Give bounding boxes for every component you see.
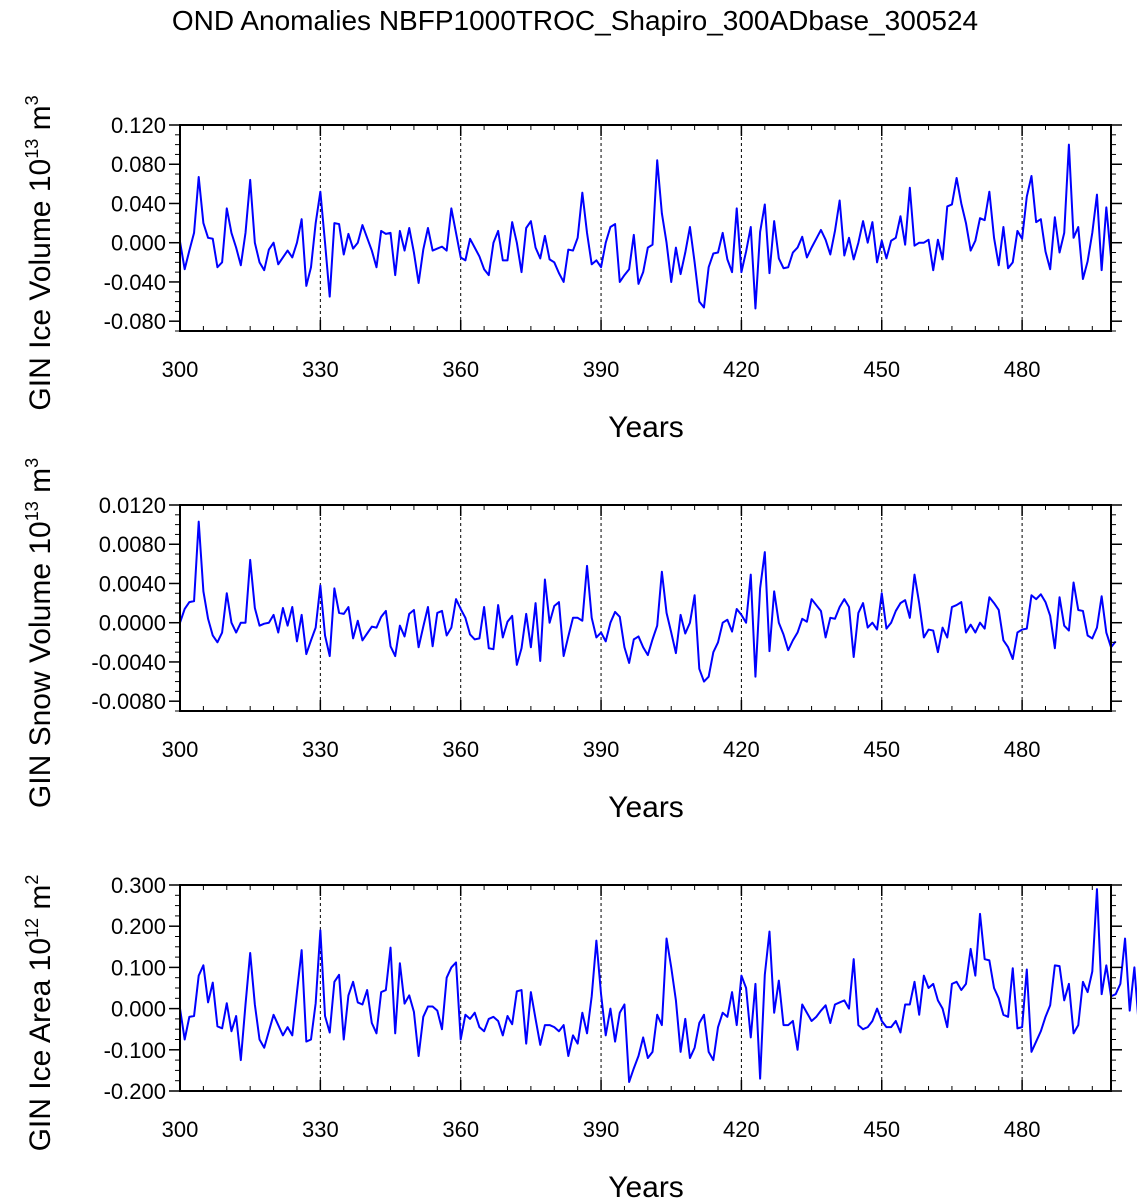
y-axis-label: GIN Snow Volume 1013 m3 bbox=[22, 458, 57, 808]
x-tick-label: 330 bbox=[302, 357, 339, 382]
x-tick-label: 450 bbox=[863, 357, 900, 382]
y-axis-unit-m: m bbox=[24, 468, 57, 501]
y-axis-unit-exp: 13 bbox=[22, 501, 42, 521]
y-tick-label: -0.040 bbox=[104, 270, 166, 295]
plot-frame bbox=[179, 124, 1112, 332]
y-tick-label: 0.0000 bbox=[99, 611, 166, 636]
y-tick-label: 0.000 bbox=[111, 997, 166, 1022]
y-axis-unit-pow: 2 bbox=[22, 875, 42, 885]
y-tick-label: 0.080 bbox=[111, 152, 166, 177]
y-axis-label-text: GIN Snow Volume bbox=[24, 555, 57, 808]
plot-frame bbox=[179, 884, 1112, 1092]
x-axis-label: Years bbox=[608, 411, 684, 444]
y-axis-unit-pow: 3 bbox=[22, 458, 42, 468]
y-tick-label: -0.200 bbox=[104, 1079, 166, 1104]
y-tick-label: 0.040 bbox=[111, 191, 166, 216]
x-tick-label: 300 bbox=[162, 737, 199, 762]
y-axis-unit-pow: 3 bbox=[22, 95, 42, 105]
y-tick-label: -0.0040 bbox=[91, 650, 166, 675]
y-axis-label-text: GIN Ice Volume bbox=[24, 192, 57, 410]
y-tick-label: 0.0040 bbox=[99, 571, 166, 596]
figure-title: OND Anomalies NBFP1000TROC_Shapiro_300AD… bbox=[172, 5, 978, 36]
y-axis-label-text: GIN Ice Area bbox=[24, 971, 57, 1151]
x-tick-label: 330 bbox=[302, 737, 339, 762]
y-tick-label: -0.080 bbox=[104, 309, 166, 334]
y-axis-unit-base: 10 bbox=[24, 521, 57, 554]
x-tick-label: 360 bbox=[442, 1117, 479, 1142]
y-axis-unit-base: 10 bbox=[24, 159, 57, 192]
x-tick-label: 420 bbox=[723, 357, 760, 382]
x-tick-label: 480 bbox=[1004, 1117, 1041, 1142]
x-tick-label: 360 bbox=[442, 357, 479, 382]
chart-panel-2: 300 330 360 390 420 450 480 0.0120 0.0080 0.0040 0… bbox=[22, 458, 1122, 824]
series-line bbox=[179, 888, 1137, 1083]
y-axis-label: GIN Ice Volume 1013 m3 bbox=[22, 95, 57, 410]
x-tick-label: 420 bbox=[723, 1117, 760, 1142]
x-tick-label: 330 bbox=[302, 1117, 339, 1142]
y-axis-unit-m: m bbox=[24, 885, 57, 918]
series-line bbox=[179, 143, 1112, 310]
y-tick-label: 0.300 bbox=[111, 873, 166, 898]
x-axis-label: Years bbox=[608, 1171, 684, 1201]
x-tick-label: 300 bbox=[162, 1117, 199, 1142]
y-tick-label: -0.0080 bbox=[91, 689, 166, 714]
x-tick-label: 450 bbox=[863, 1117, 900, 1142]
series-line bbox=[179, 520, 1117, 683]
x-tick-label: 390 bbox=[583, 1117, 620, 1142]
x-tick-label: 390 bbox=[583, 737, 620, 762]
y-axis-unit-exp: 12 bbox=[22, 918, 42, 938]
x-tick-label: 420 bbox=[723, 737, 760, 762]
y-tick-label: 0.000 bbox=[111, 231, 166, 256]
x-tick-label: 360 bbox=[442, 737, 479, 762]
y-tick-label: 0.0120 bbox=[99, 493, 166, 518]
x-tick-label: 450 bbox=[863, 737, 900, 762]
y-tick-label: 0.120 bbox=[111, 113, 166, 138]
x-tick-label: 300 bbox=[162, 357, 199, 382]
y-axis-label: GIN Ice Area 1012 m2 bbox=[22, 875, 57, 1152]
x-tick-label: 480 bbox=[1004, 737, 1041, 762]
x-axis-label: Years bbox=[608, 791, 684, 824]
y-tick-label: -0.100 bbox=[104, 1038, 166, 1063]
x-tick-label: 390 bbox=[583, 357, 620, 382]
chart-panel-1: 300 330 360 390 420 450 480 0.120 0.080 0.040 0.00… bbox=[22, 95, 1122, 444]
chart-panel-3: 300 330 360 390 420 450 480 0.300 0.200 0.100 0.00… bbox=[22, 873, 1137, 1201]
y-tick-label: 0.200 bbox=[111, 914, 166, 939]
y-axis-unit-m: m bbox=[24, 105, 57, 138]
plot-frame bbox=[179, 504, 1112, 712]
y-axis-unit-exp: 13 bbox=[22, 139, 42, 159]
x-tick-label: 480 bbox=[1004, 357, 1041, 382]
y-tick-label: 0.0080 bbox=[99, 532, 166, 557]
y-axis-unit-base: 10 bbox=[24, 938, 57, 971]
panels: 300 330 360 390 420 450 480 0.120 0.080 0.040 0.00… bbox=[22, 95, 1137, 1201]
y-tick-label: 0.100 bbox=[111, 955, 166, 980]
